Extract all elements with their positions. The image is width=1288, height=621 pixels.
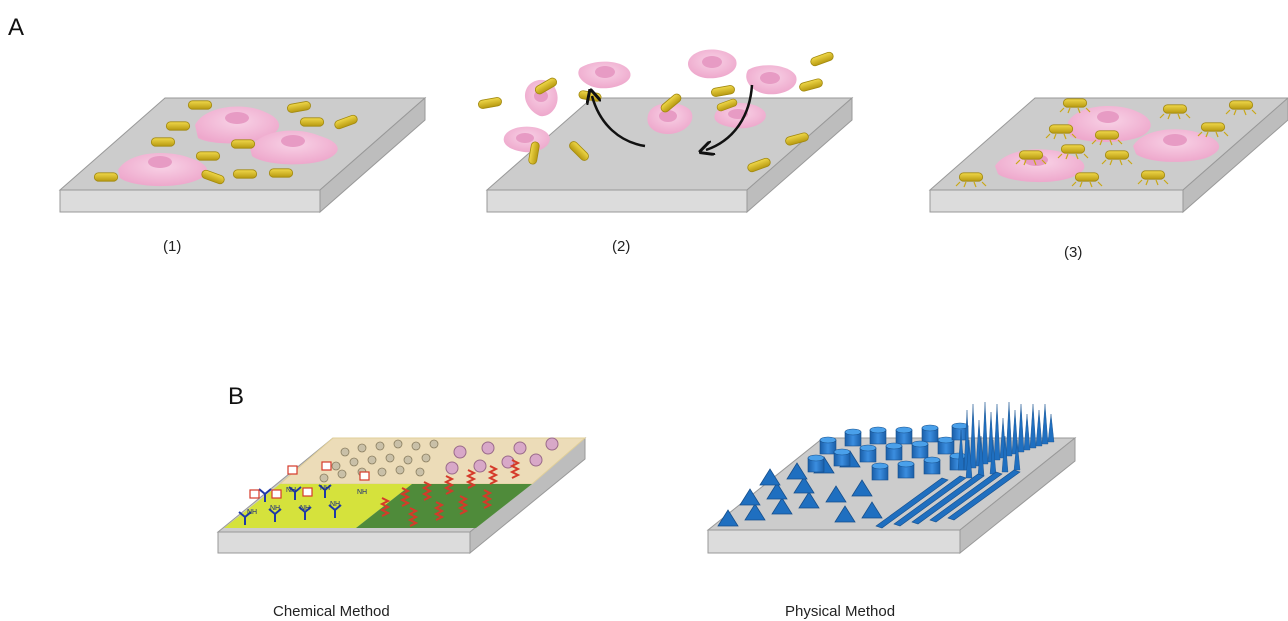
physical-method-label: Physical Method [785, 603, 895, 620]
amine-label: NH [320, 485, 330, 492]
physical-spikes [957, 401, 1055, 479]
step-label-2: (2) [612, 238, 630, 255]
chemical-ligands [249, 461, 370, 499]
cells-stage-1 [118, 106, 338, 187]
chemical-beads [319, 439, 439, 483]
step-label-3: (3) [1064, 244, 1082, 261]
amine-label: NH [300, 505, 310, 512]
cells-stage-2 [503, 49, 797, 153]
chemical-vesicles [445, 437, 559, 475]
amine-label: NH [270, 505, 280, 512]
panel-a-letter: A [8, 14, 24, 41]
cells-stage-3 [995, 106, 1220, 183]
amine-labels: NH NH NH NH NH NH NH [247, 485, 367, 516]
amine-label: NH [286, 487, 296, 494]
biofilm-bacteria-stage-3 [955, 98, 1257, 188]
physical-grooves [875, 469, 1021, 529]
physical-cylinders [807, 422, 969, 481]
amine-label: NH [357, 489, 367, 496]
chemical-helices [379, 459, 521, 527]
panel-b-letter: B [228, 383, 244, 410]
chemical-method-label: Chemical Method [273, 603, 390, 620]
detachment-arrows [592, 84, 754, 150]
amine-label: NH [330, 501, 340, 508]
step-label-1: (1) [163, 238, 181, 255]
amine-label: NH [247, 509, 257, 516]
chemical-antibodies [238, 484, 342, 525]
